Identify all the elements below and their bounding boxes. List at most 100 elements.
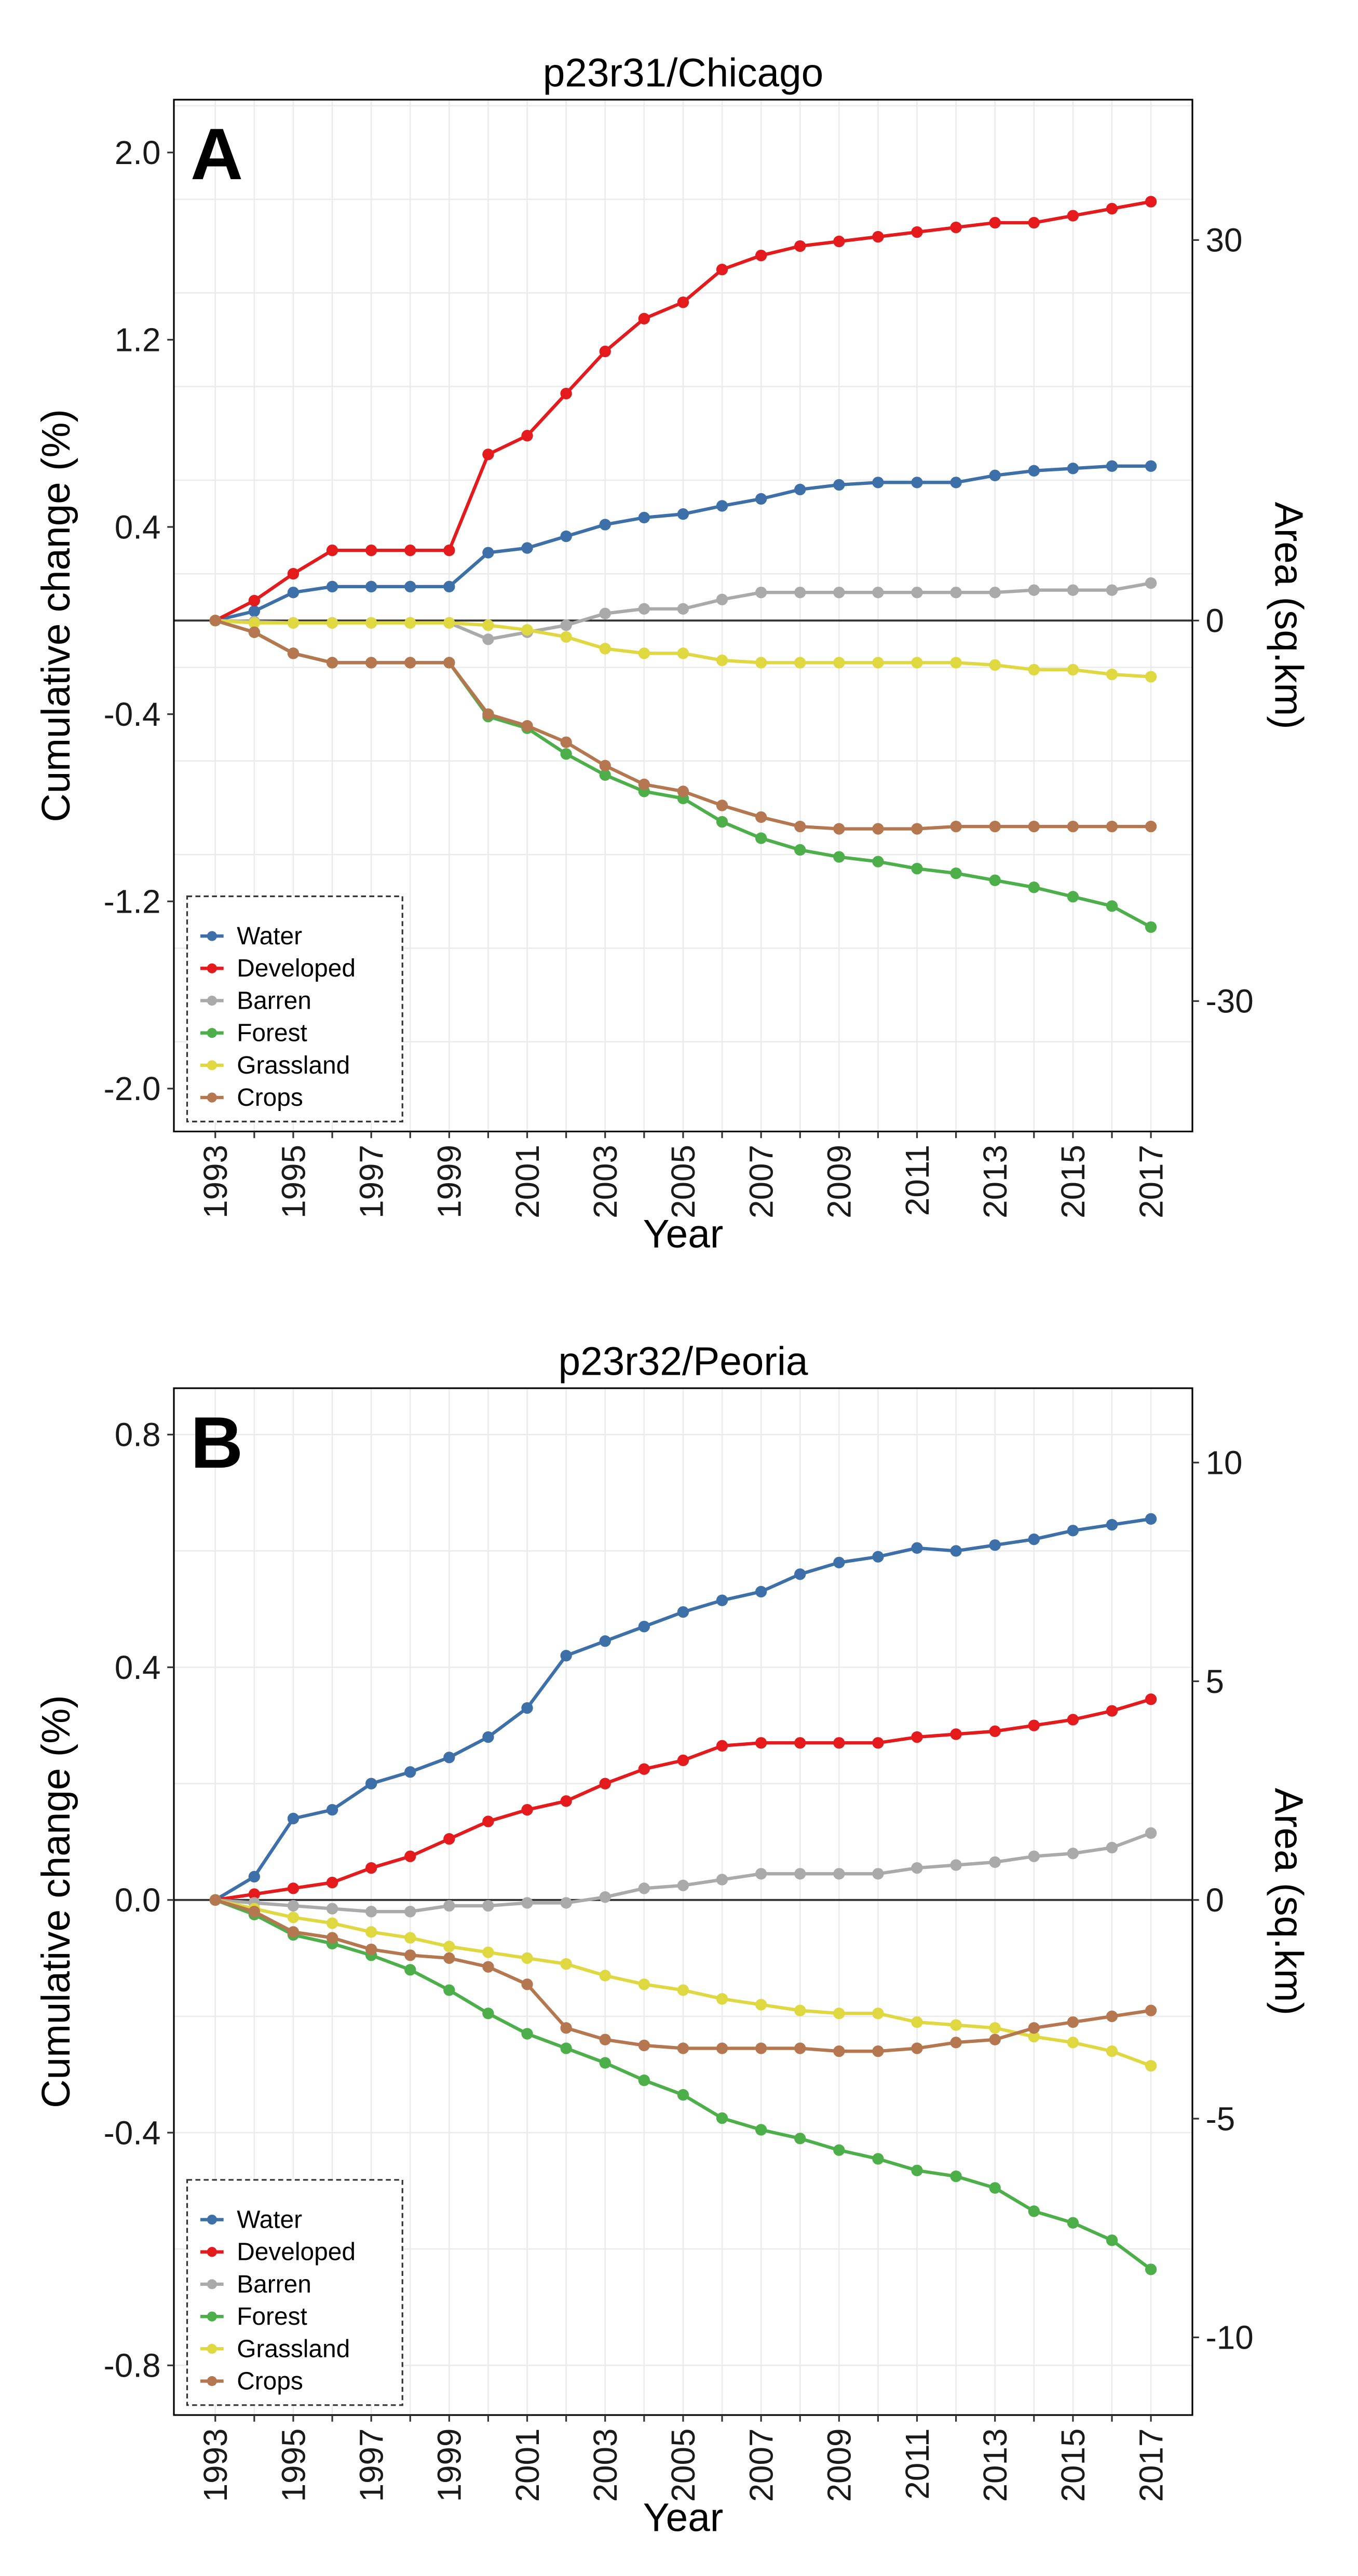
data-point-barren xyxy=(794,587,806,599)
data-point-water xyxy=(794,1568,806,1580)
data-point-grassland xyxy=(404,617,416,629)
data-point-developed xyxy=(482,1815,494,1827)
data-point-grassland xyxy=(326,1917,338,1929)
data-point-barren xyxy=(365,1906,377,1918)
x-tick-label: 1997 xyxy=(352,2428,390,2502)
data-point-developed xyxy=(989,216,1001,229)
data-point-grassland xyxy=(833,657,845,669)
data-point-water xyxy=(755,493,767,505)
data-point-water xyxy=(911,1542,923,1554)
data-point-crops xyxy=(755,811,767,823)
data-point-crops xyxy=(950,820,962,833)
data-point-developed xyxy=(716,1740,728,1752)
data-point-crops xyxy=(911,823,923,835)
data-point-water xyxy=(677,508,689,520)
data-point-grassland xyxy=(1145,671,1157,683)
panel-label: B xyxy=(191,1402,243,1483)
data-point-grassland xyxy=(716,1993,728,2005)
data-point-developed xyxy=(248,594,260,607)
data-point-grassland xyxy=(443,617,455,629)
data-point-developed xyxy=(794,240,806,252)
data-point-crops xyxy=(716,799,728,811)
data-point-water xyxy=(638,1620,650,1633)
data-point-forest xyxy=(872,2153,884,2165)
data-point-barren xyxy=(911,1862,923,1874)
data-point-forest xyxy=(482,2008,494,2019)
data-point-grassland xyxy=(1106,2045,1118,2057)
y-right-tick-label: -30 xyxy=(1205,983,1253,1020)
x-tick-label: 1999 xyxy=(431,2428,468,2502)
data-point-forest xyxy=(638,2075,650,2086)
data-point-barren xyxy=(833,1868,845,1880)
x-tick-label: 2005 xyxy=(664,1145,702,1218)
chart-panel-b: p23r32/Peoria B -0.8 -0.4 0.0 0.4 0.8 -10 -5 0 5 10… xyxy=(34,1339,1310,2540)
legend-label: Crops xyxy=(237,1084,303,1111)
data-point-water xyxy=(1067,463,1079,474)
data-point-barren xyxy=(677,1879,689,1891)
data-point-grassland xyxy=(716,654,728,667)
y-tick-label: -2.0 xyxy=(104,1070,161,1107)
data-point-forest xyxy=(794,844,806,856)
data-point-crops xyxy=(287,1926,300,1938)
data-point-water xyxy=(950,477,962,489)
data-point-developed xyxy=(677,1754,689,1767)
data-point-water xyxy=(365,580,377,593)
data-point-grassland xyxy=(287,617,300,629)
x-axis-label: Year xyxy=(643,2496,724,2540)
data-point-crops xyxy=(248,1906,260,1918)
data-point-developed xyxy=(1028,1719,1040,1731)
data-point-grassland xyxy=(521,624,533,636)
y-axis-right-label: Area (sq.km) xyxy=(1266,502,1310,729)
data-point-grassland xyxy=(950,657,962,669)
data-point-developed xyxy=(833,1737,845,1749)
data-point-forest xyxy=(1028,2205,1040,2217)
data-point-developed xyxy=(1106,202,1118,215)
data-point-crops xyxy=(638,778,650,791)
y-tick-label: 0.8 xyxy=(115,1416,161,1454)
data-point-forest xyxy=(1067,2217,1079,2229)
data-point-grassland xyxy=(677,1984,689,1996)
legend: Water Developed Barren Forest Grassland Crops xyxy=(186,2179,403,2406)
data-point-forest xyxy=(755,2124,767,2136)
data-point-barren xyxy=(872,1868,884,1880)
legend-label: Water xyxy=(237,923,302,950)
data-point-crops xyxy=(716,2042,728,2054)
panel-label: A xyxy=(191,113,243,195)
data-point-forest xyxy=(833,2144,845,2156)
data-point-grassland xyxy=(638,1978,650,1990)
data-point-crops xyxy=(443,1952,455,1964)
x-tick-label: 2007 xyxy=(742,2428,780,2502)
legend: Water Developed Barren Forest Grassland Crops xyxy=(186,895,403,1122)
data-point-forest xyxy=(1145,921,1157,933)
y-tick-label: 0.4 xyxy=(115,1649,161,1686)
legend-label: Crops xyxy=(237,2368,303,2395)
data-point-grassland xyxy=(638,647,650,659)
data-point-grassland xyxy=(1028,2030,1040,2043)
data-point-water xyxy=(794,483,806,496)
data-point-crops xyxy=(1145,820,1157,833)
data-point-grassland xyxy=(950,2019,962,2031)
data-point-crops xyxy=(365,657,377,669)
series-water xyxy=(209,1513,1157,1906)
data-point-water xyxy=(287,1812,300,1825)
data-point-developed xyxy=(326,544,338,557)
data-point-forest xyxy=(794,2133,806,2145)
data-point-grassland xyxy=(755,1999,767,2011)
y-axis-label: Cumulative change (%) xyxy=(34,1695,78,2108)
series-developed xyxy=(209,196,1157,627)
data-point-forest xyxy=(950,867,962,879)
data-point-developed xyxy=(989,1725,1001,1737)
data-point-crops xyxy=(209,615,221,627)
data-point-developed xyxy=(443,544,455,557)
x-tick-label: 2013 xyxy=(976,1145,1014,1218)
data-point-developed xyxy=(1145,196,1157,208)
data-point-forest xyxy=(989,2182,1001,2194)
data-point-grassland xyxy=(560,1958,572,1970)
data-point-developed xyxy=(716,263,728,276)
data-point-grassland xyxy=(794,2004,806,2016)
data-point-crops xyxy=(1106,2010,1118,2023)
data-point-grassland xyxy=(1106,668,1118,681)
data-point-water xyxy=(560,530,572,543)
data-point-grassland xyxy=(482,619,494,631)
data-point-water xyxy=(404,580,416,593)
